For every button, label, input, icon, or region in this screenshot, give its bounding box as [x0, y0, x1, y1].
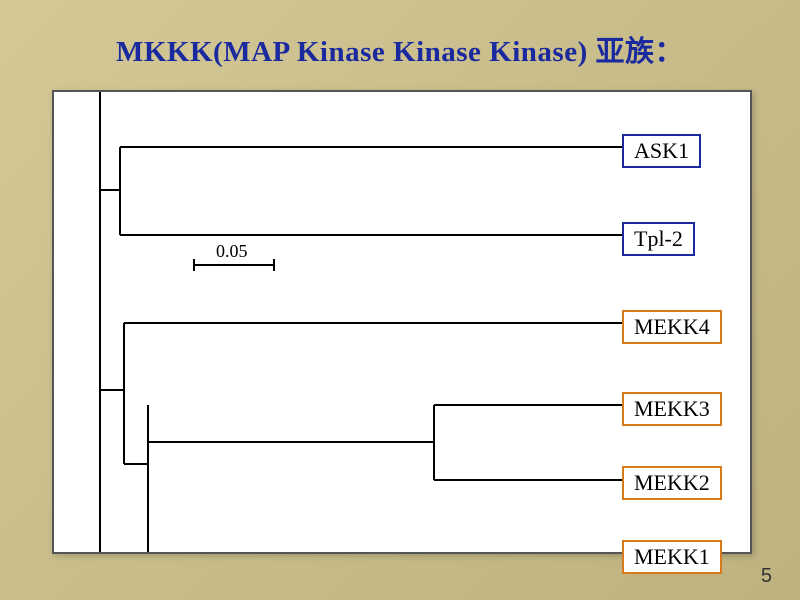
- scale-bar-label: 0.05: [216, 241, 248, 262]
- page-title: MKKK(MAP Kinase Kinase Kinase) 亚族：: [0, 28, 800, 70]
- leaf-tpl2: Tpl-2: [622, 222, 695, 256]
- leaf-mekk3: MEKK3: [622, 392, 722, 426]
- leaf-ask1: ASK1: [622, 134, 701, 168]
- leaf-mekk2: MEKK2: [622, 466, 722, 500]
- leaf-mekk4: MEKK4: [622, 310, 722, 344]
- phylo-tree-diagram: 0.05 ASK1 Tpl-2 MEKK4 MEKK3 MEKK2 MEKK1: [52, 90, 752, 554]
- leaf-mekk1: MEKK1: [622, 540, 722, 574]
- page-number: 5: [761, 565, 772, 588]
